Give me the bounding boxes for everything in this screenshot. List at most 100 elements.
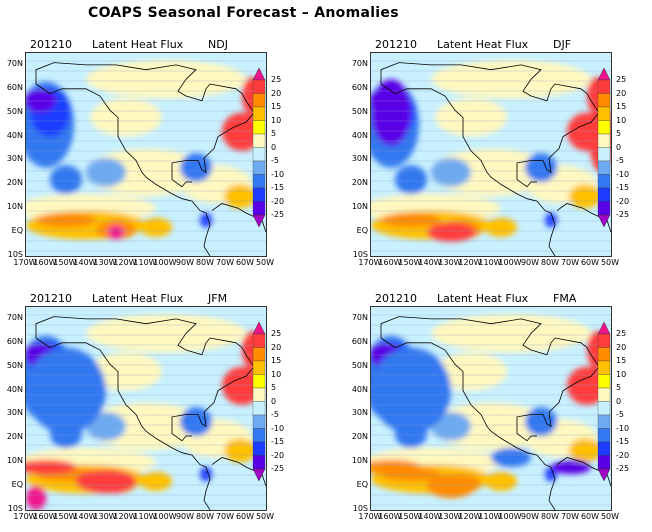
lon-tick: 60W (580, 512, 600, 521)
colorbar-label: -15 (271, 437, 285, 446)
colorbar-label: -5 (271, 156, 279, 165)
panel-variable: Latent Heat Flux (92, 38, 184, 51)
panel-season: NDJ (208, 38, 228, 51)
lon-tick: 100W (153, 512, 177, 521)
colorbar-label: 25 (616, 75, 627, 84)
colorbar-label: 25 (271, 75, 282, 84)
lat-tick: 30N (351, 408, 368, 418)
anomaly-blob (140, 217, 172, 237)
anomaly-blob (485, 217, 517, 237)
lon-tick: 140W (418, 258, 442, 267)
lon-tick: 140W (73, 258, 97, 267)
anomaly-blob (222, 112, 262, 151)
anomaly-blob (569, 184, 601, 209)
lon-tick: 90W (175, 512, 195, 521)
lon-tick: 130W (438, 258, 462, 267)
colorbar-label: -25 (616, 464, 630, 473)
anomaly-field (26, 307, 266, 510)
anomaly-blob (86, 158, 126, 187)
colorbar-label: -15 (271, 183, 285, 192)
colorbar-label: 20 (271, 342, 282, 352)
colorbar-label: -20 (616, 450, 630, 460)
panel-date: 201210 (375, 292, 417, 305)
colorbar-swatch (597, 428, 611, 443)
lat-tick: 70N (6, 312, 23, 322)
anomaly-blob (525, 407, 557, 436)
anomaly-blob (26, 486, 46, 510)
lon-tick: 140W (418, 512, 442, 521)
lon-tick: 150W (398, 258, 422, 267)
colorbar-label: 15 (271, 356, 282, 365)
colorbar-swatch (597, 174, 611, 189)
lon-tick: 170W (13, 258, 37, 267)
colorbar (597, 322, 611, 482)
panel-date: 201210 (30, 38, 72, 51)
lon-tick: 110W (133, 258, 157, 267)
lat-tick: 60N (6, 336, 23, 346)
lat-tick: 10S (7, 504, 23, 513)
colorbar-label: 0 (271, 396, 277, 406)
lon-tick: 150W (53, 512, 77, 521)
colorbar-swatch (597, 374, 611, 389)
lon-tick: 60W (235, 512, 255, 521)
lon-tick: 90W (520, 258, 540, 267)
colorbar-swatch (597, 360, 611, 375)
lat-tick: 60N (351, 336, 368, 346)
lat-tick: 20N (6, 178, 23, 188)
lat-tick: 70N (351, 312, 368, 322)
anomaly-blob (485, 471, 517, 491)
lat-tick: 10S (352, 250, 368, 259)
anomaly-blob (491, 447, 531, 468)
lon-tick: 170W (13, 512, 37, 521)
colorbar-swatch (252, 347, 266, 362)
anomaly-blob (26, 459, 76, 475)
lat-tick: 10S (352, 504, 368, 513)
anomaly-blob (431, 412, 471, 441)
colorbar-swatch (252, 160, 266, 175)
lon-tick: 160W (33, 512, 57, 521)
colorbar-swatch (597, 401, 611, 416)
lon-tick: 100W (498, 512, 522, 521)
colorbar-swatch (597, 201, 611, 216)
lon-tick: 170W (358, 512, 382, 521)
map (25, 306, 267, 511)
colorbar-swatch (252, 147, 266, 162)
colorbar-label: -10 (271, 169, 285, 179)
colorbar (252, 68, 266, 228)
colorbar-swatch (252, 93, 266, 108)
lat-tick: 50N (6, 360, 23, 370)
anomaly-blob (545, 213, 557, 228)
lat-tick: EQ (11, 226, 23, 236)
forecast-panel-fma: 201210 Latent Heat Flux FMA 70N 60N 50N 40N 30… (345, 292, 652, 532)
anomaly-blob (381, 213, 441, 228)
lon-tick: 50W (600, 258, 620, 267)
colorbar-label: -20 (616, 196, 630, 206)
colorbar-label: 0 (616, 396, 622, 406)
panel-variable: Latent Heat Flux (437, 38, 529, 51)
anomaly-blob (108, 224, 124, 240)
map (370, 52, 612, 257)
map (25, 52, 267, 257)
coastline (380, 316, 600, 442)
anomaly-blob (50, 165, 82, 194)
lon-tick: 90W (520, 512, 540, 521)
lon-tick: 100W (498, 258, 522, 267)
panel-variable: Latent Heat Flux (437, 292, 529, 305)
lat-tick: 20N (351, 178, 368, 188)
colorbar-label: -20 (271, 196, 285, 206)
lat-tick: 40N (351, 384, 368, 394)
colorbar-label: -10 (616, 423, 630, 433)
colorbar-swatch (597, 455, 611, 470)
anomaly-blob (224, 184, 256, 209)
lon-tick: 90W (175, 258, 195, 267)
anomaly-blob (26, 347, 106, 434)
lon-tick: 60W (235, 258, 255, 267)
colorbar-label: 25 (616, 329, 627, 338)
colorbar-swatch (252, 387, 266, 402)
colorbar-label: 20 (616, 342, 627, 352)
colorbar-label: 10 (271, 115, 282, 125)
lat-tick: EQ (356, 480, 368, 490)
lon-tick: 110W (133, 512, 157, 521)
colorbar-swatch (597, 160, 611, 175)
lon-tick: 100W (153, 258, 177, 267)
